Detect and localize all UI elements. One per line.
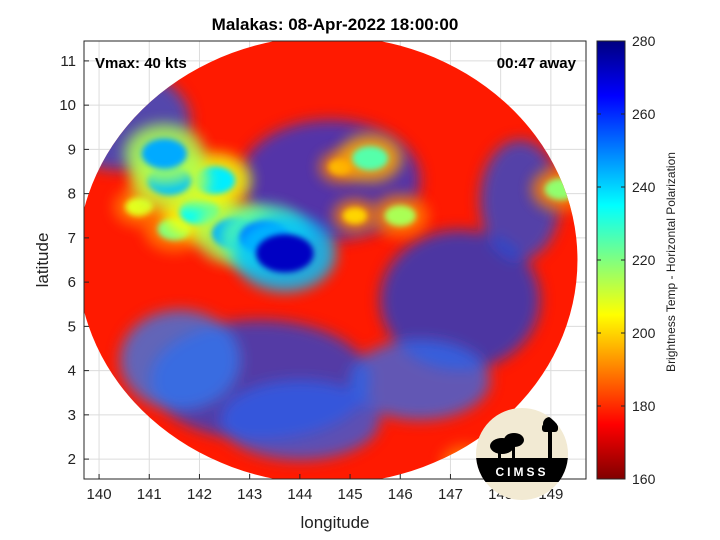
colorbar-tick-label: 220 [632, 252, 656, 268]
chart-title: Malakas: 08-Apr-2022 18:00:00 [212, 15, 459, 34]
x-ticks: 140141142143144145146147148149 [87, 474, 563, 503]
x-tick-label: 140 [87, 486, 112, 503]
y-ticks: 2 3 4 5 6 7 8 9 10 11 [59, 53, 89, 468]
y-tick-label: 4 [68, 363, 76, 380]
y-axis-label: latitude [33, 233, 52, 288]
plot-area: 140141142143144145146147148149 234567891… [59, 40, 587, 503]
x-tick-label: 147 [438, 486, 463, 503]
y-tick-label: 3 [68, 407, 76, 424]
feature-core [384, 205, 416, 227]
colorbar-tick-label: 180 [632, 398, 656, 414]
colorbar-tick-label: 260 [632, 106, 656, 122]
feature-core [256, 234, 314, 273]
x-tick-label: 142 [187, 486, 212, 503]
colorbar-ticks: 160 180 200 220 240 260 280 [597, 33, 656, 487]
y-tick-label: 10 [59, 97, 76, 114]
feature-core [141, 138, 187, 169]
logo-text: CIMSS [495, 465, 548, 479]
time-away-annotation: 00:47 away [497, 55, 577, 72]
x-tick-label: 143 [237, 486, 262, 503]
y-tick-label: 5 [68, 318, 76, 335]
vmax-annotation: Vmax: 40 kts [95, 55, 187, 72]
y-tick-label: 6 [68, 274, 76, 291]
colorbar-tick-label: 160 [632, 471, 656, 487]
x-tick-label: 141 [137, 486, 162, 503]
x-tick-label: 144 [287, 486, 312, 503]
colorbar-tick-label: 200 [632, 325, 656, 341]
colorbar-tick-label: 240 [632, 179, 656, 195]
x-axis-label: longitude [300, 513, 369, 532]
y-tick-label: 7 [68, 230, 76, 247]
swath-heatmap [84, 41, 578, 479]
x-tick-label: 145 [338, 486, 363, 503]
feature-core [352, 146, 389, 171]
y-tick-label: 9 [68, 141, 76, 158]
colorbar-label: Brightness Temp - Horizontal Polarizatio… [664, 152, 678, 372]
colorbar: 160 180 200 220 240 260 280 Brightness Temp - … [596, 33, 678, 487]
feature-core [342, 207, 368, 224]
cimss-logo: CIMSS [476, 408, 568, 500]
colorbar-tick-label: 280 [632, 33, 656, 49]
y-tick-label: 2 [68, 451, 76, 468]
x-tick-label: 146 [388, 486, 413, 503]
colorbar-gradient [596, 40, 626, 480]
y-tick-label: 8 [68, 186, 76, 203]
y-tick-label: 11 [60, 53, 76, 70]
